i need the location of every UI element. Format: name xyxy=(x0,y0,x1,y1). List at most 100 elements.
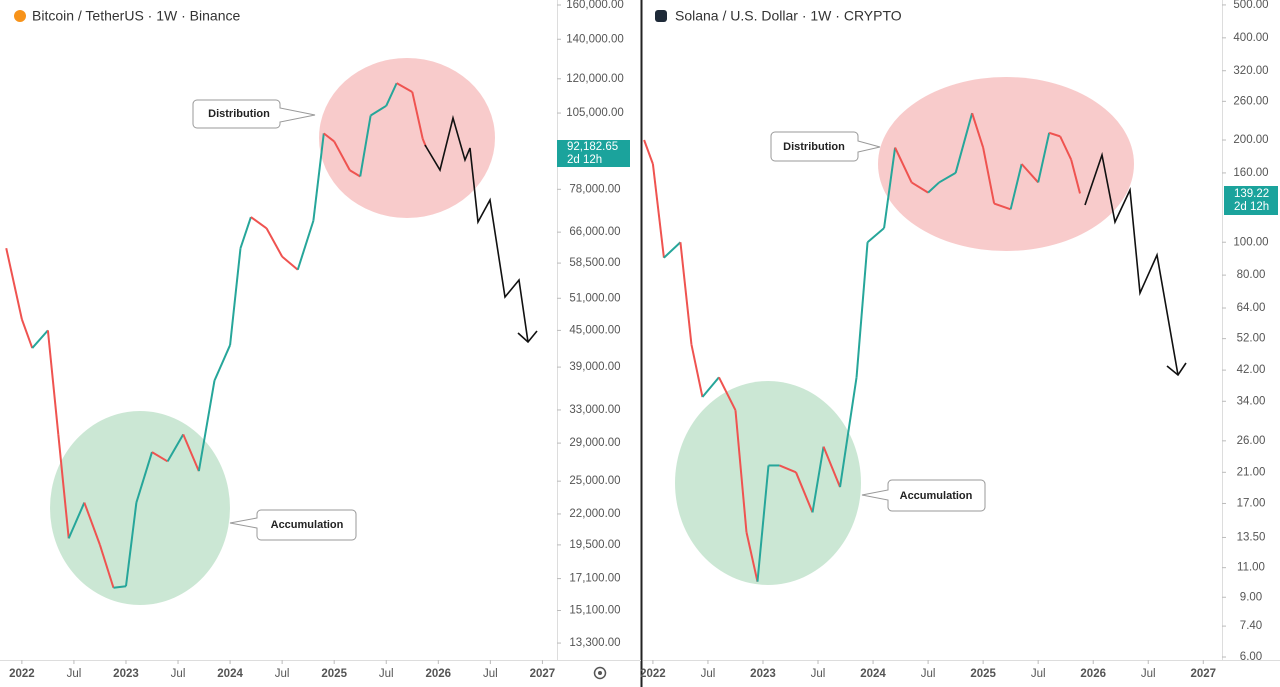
price-segment xyxy=(98,544,115,589)
price-segment xyxy=(811,446,825,513)
x-tick-label: 2024 xyxy=(217,668,243,680)
y-tick-label: 100.00 xyxy=(1233,236,1268,248)
y-tick-label: 13.50 xyxy=(1237,531,1266,543)
price-segment xyxy=(182,434,200,472)
price-segment xyxy=(954,112,974,174)
price-segment xyxy=(982,147,996,204)
price-segment xyxy=(938,172,957,184)
callout-box xyxy=(192,99,316,129)
price-segment xyxy=(265,227,284,258)
y-tick-label: 320.00 xyxy=(1233,65,1268,77)
price-segment xyxy=(67,502,86,539)
y-tick-label: 17.00 xyxy=(1237,498,1266,510)
callout-box xyxy=(770,131,881,162)
price-segment xyxy=(643,139,654,165)
x-tick-label: 2023 xyxy=(750,668,776,680)
price-segment xyxy=(690,344,704,398)
x-tick-label: Jul xyxy=(275,668,290,680)
x-tick-label: Jul xyxy=(921,668,936,680)
y-tick-label: 25,000.00 xyxy=(569,475,620,487)
y-tick-label: 500.00 xyxy=(1233,0,1268,11)
price-segment xyxy=(229,248,242,346)
y-tick-label: 80.00 xyxy=(1237,269,1266,281)
x-tick-label: 2023 xyxy=(113,668,139,680)
price-segment xyxy=(370,104,387,117)
price-segment xyxy=(57,434,70,539)
y-tick-label: 51,000.00 xyxy=(569,292,620,304)
price-segment xyxy=(333,140,351,171)
price-segment xyxy=(135,451,153,503)
price-segment xyxy=(5,247,23,320)
price-segment xyxy=(1020,163,1039,184)
y-tick-label: 200.00 xyxy=(1233,134,1268,146)
callout-box xyxy=(861,479,986,512)
last-price-tag xyxy=(557,140,630,167)
price-segment xyxy=(323,132,335,143)
chart-title: Solana / U.S. Dollar · 1W · CRYPTO xyxy=(675,8,902,24)
y-tick-label: 52.00 xyxy=(1237,333,1266,345)
y-tick-label: 19,500.00 xyxy=(569,539,620,551)
projection-path xyxy=(1084,151,1179,376)
price-segment xyxy=(1048,131,1061,138)
x-tick-label: Jul xyxy=(483,668,498,680)
y-tick-label: 7.40 xyxy=(1240,620,1262,632)
y-tick-label: 17,100.00 xyxy=(569,573,620,585)
last-price: 139.22 xyxy=(1234,188,1269,200)
settings-icon[interactable] xyxy=(593,666,607,680)
y-tick-label: 15,100.00 xyxy=(569,605,620,617)
x-tick-label: Jul xyxy=(1141,668,1156,680)
y-tick-label: 160.00 xyxy=(1233,167,1268,179)
price-segment xyxy=(250,216,268,230)
price-segment xyxy=(927,181,940,194)
y-tick-label: 9.00 xyxy=(1240,591,1262,603)
y-tick-label: 34.00 xyxy=(1237,395,1266,407)
price-segment xyxy=(197,380,216,472)
y-tick-label: 260.00 xyxy=(1233,95,1268,107)
price-segment xyxy=(779,464,797,474)
accumulation-zone xyxy=(675,381,861,585)
last-price: 92,182.65 xyxy=(567,141,618,153)
price-segment xyxy=(411,91,424,139)
projection-arrowhead xyxy=(517,330,538,344)
price-segment xyxy=(20,318,34,349)
price-segment xyxy=(124,502,138,587)
x-tick-label: 2026 xyxy=(1080,668,1106,680)
price-segment xyxy=(679,242,693,345)
countdown: 2d 12h xyxy=(1234,201,1269,213)
price-segment xyxy=(718,376,737,411)
countdown: 2d 12h xyxy=(567,154,602,166)
x-tick-label: Jul xyxy=(701,668,716,680)
price-segment xyxy=(296,220,315,271)
price-segment xyxy=(31,329,49,349)
last-price-tag xyxy=(1224,186,1278,215)
x-tick-label: Jul xyxy=(1031,668,1046,680)
y-tick-label: 42.00 xyxy=(1237,364,1266,376)
price-segment xyxy=(911,181,929,194)
y-tick-label: 21.00 xyxy=(1237,466,1266,478)
price-segment xyxy=(883,147,897,229)
annotation: Distribution xyxy=(208,108,270,120)
price-segment xyxy=(855,242,869,378)
y-tick-label: 11.00 xyxy=(1237,562,1265,574)
price-segment xyxy=(151,451,169,463)
symbol-icon xyxy=(655,10,667,22)
y-tick-label: 58,500.00 xyxy=(569,257,620,269)
price-segment xyxy=(866,227,885,243)
price-segment xyxy=(1037,132,1051,183)
price-segment xyxy=(745,531,759,582)
annotation: Distribution xyxy=(783,141,845,153)
chart-title: Bitcoin / TetherUS · 1W · Binance xyxy=(32,8,240,24)
price-segment xyxy=(701,376,720,398)
y-tick-label: 13,300.00 xyxy=(569,637,620,649)
callout-box xyxy=(229,509,357,541)
x-tick-label: 2024 xyxy=(860,668,886,680)
x-tick-label: Jul xyxy=(811,668,826,680)
y-tick-label: 29,000.00 xyxy=(569,437,620,449)
price-segment xyxy=(396,82,413,93)
x-tick-label: Jul xyxy=(67,668,82,680)
y-tick-label: 26.00 xyxy=(1237,435,1266,447)
settings-icon-center[interactable] xyxy=(598,671,602,675)
price-segment xyxy=(46,330,60,435)
y-tick-label: 78,000.00 xyxy=(569,183,620,195)
price-segment xyxy=(1009,163,1023,210)
